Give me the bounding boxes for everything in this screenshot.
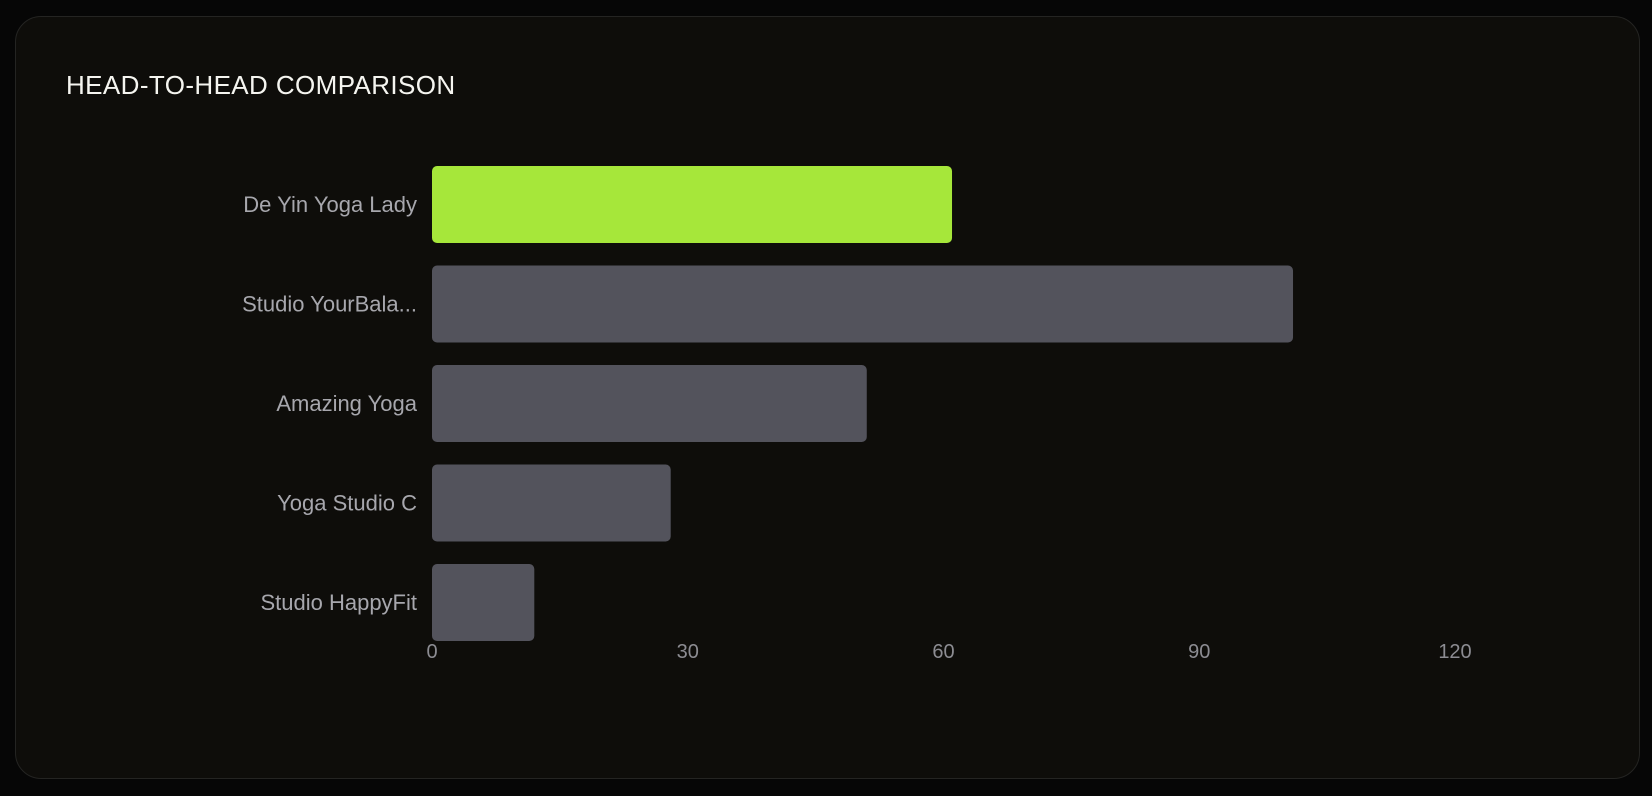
x-tick-label: 30 bbox=[677, 641, 699, 663]
bar-chart: De Yin Yoga Lady Studio YourBala... Amazin… bbox=[242, 166, 1472, 663]
category-label: Studio YourBala... bbox=[242, 292, 417, 317]
category-labels: De Yin Yoga Lady Studio YourBala... Amazin… bbox=[242, 192, 418, 615]
bars-group bbox=[432, 166, 1294, 641]
bar-4 bbox=[432, 564, 535, 641]
bar-3 bbox=[432, 464, 671, 542]
comparison-card: HEAD-TO-HEAD COMPARISON De Yin Yoga Lady… bbox=[15, 16, 1640, 779]
category-label: De Yin Yoga Lady bbox=[243, 192, 417, 217]
category-label: Amazing Yoga bbox=[276, 391, 417, 416]
x-tick-label: 90 bbox=[1188, 641, 1210, 663]
x-tick-label: 120 bbox=[1438, 641, 1471, 663]
bar-0 bbox=[432, 166, 953, 243]
chart-title: HEAD-TO-HEAD COMPARISON bbox=[66, 70, 456, 100]
x-axis-ticks: 0 30 60 90 120 bbox=[426, 641, 1471, 663]
x-tick-label: 0 bbox=[426, 641, 437, 663]
category-label: Yoga Studio C bbox=[277, 491, 417, 516]
bar-1 bbox=[432, 265, 1294, 343]
category-label: Studio HappyFit bbox=[260, 590, 417, 615]
bar-2 bbox=[432, 365, 867, 442]
x-tick-label: 60 bbox=[932, 641, 954, 663]
